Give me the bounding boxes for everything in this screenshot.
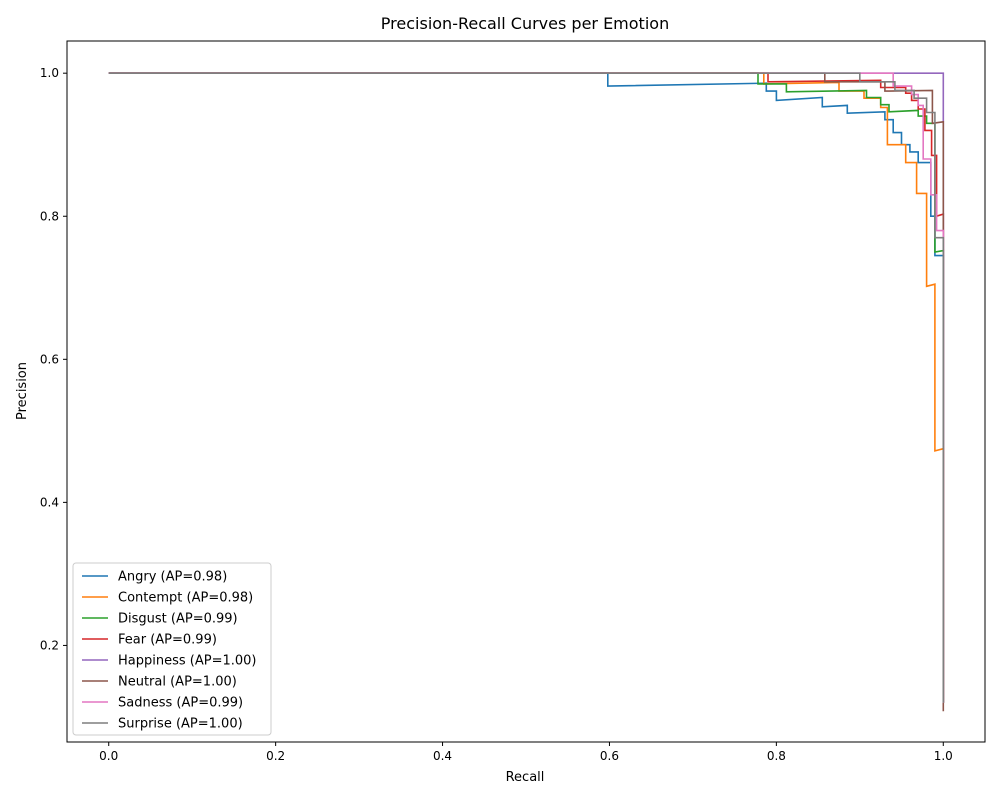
chart-title: Precision-Recall Curves per Emotion: [381, 14, 669, 33]
legend-label: Fear (AP=0.99): [118, 633, 217, 648]
y-tick-label: 0.6: [40, 352, 59, 366]
y-tick-label: 0.8: [40, 209, 59, 223]
legend-label: Sadness (AP=0.99): [118, 696, 243, 711]
x-tick-label: 0.8: [767, 749, 786, 763]
plot-frame: [66, 40, 986, 743]
x-tick-label: 1.0: [934, 749, 953, 763]
y-tick-label: 0.2: [40, 638, 59, 652]
legend-label: Surprise (AP=1.00): [118, 717, 243, 732]
series-line-7: [108, 72, 945, 703]
x-axis-label: Recall: [506, 770, 545, 785]
legend-label: Happiness (AP=1.00): [118, 654, 257, 669]
legend-label: Disgust (AP=0.99): [118, 612, 238, 627]
y-axis-ticks: 0.2 0.4 0.6 0.8 1.0: [40, 66, 67, 652]
x-tick-label: 0.6: [600, 749, 619, 763]
y-tick-label: 1.0: [40, 66, 59, 80]
series-line-1: [108, 72, 945, 703]
legend-label: Neutral (AP=1.00): [118, 675, 237, 690]
legend-box: [72, 562, 272, 736]
legend: Angry (AP=0.98) Contempt (AP=0.98) Disgust…: [72, 562, 272, 736]
x-tick-label: 0.4: [433, 749, 452, 763]
series-line-0: [108, 72, 945, 703]
x-tick-label: 0.0: [99, 749, 118, 763]
series-layer: [108, 72, 945, 712]
series-line-6: [108, 72, 945, 703]
legend-label: Contempt (AP=0.98): [118, 591, 253, 606]
y-axis-label: Precision: [15, 362, 30, 420]
series-line-5: [108, 72, 945, 712]
y-tick-label: 0.4: [40, 495, 59, 509]
x-tick-label: 0.2: [266, 749, 285, 763]
x-axis-ticks: 0.0 0.2 0.4 0.6 0.8 1.0: [99, 742, 953, 763]
legend-label: Angry (AP=0.98): [118, 570, 227, 585]
